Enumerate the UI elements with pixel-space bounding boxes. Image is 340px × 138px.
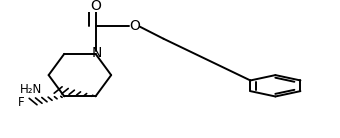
- Text: F: F: [18, 96, 24, 109]
- Text: O: O: [90, 0, 101, 13]
- Text: H₂N: H₂N: [20, 83, 42, 95]
- Text: N: N: [92, 47, 102, 60]
- Text: O: O: [129, 19, 140, 33]
